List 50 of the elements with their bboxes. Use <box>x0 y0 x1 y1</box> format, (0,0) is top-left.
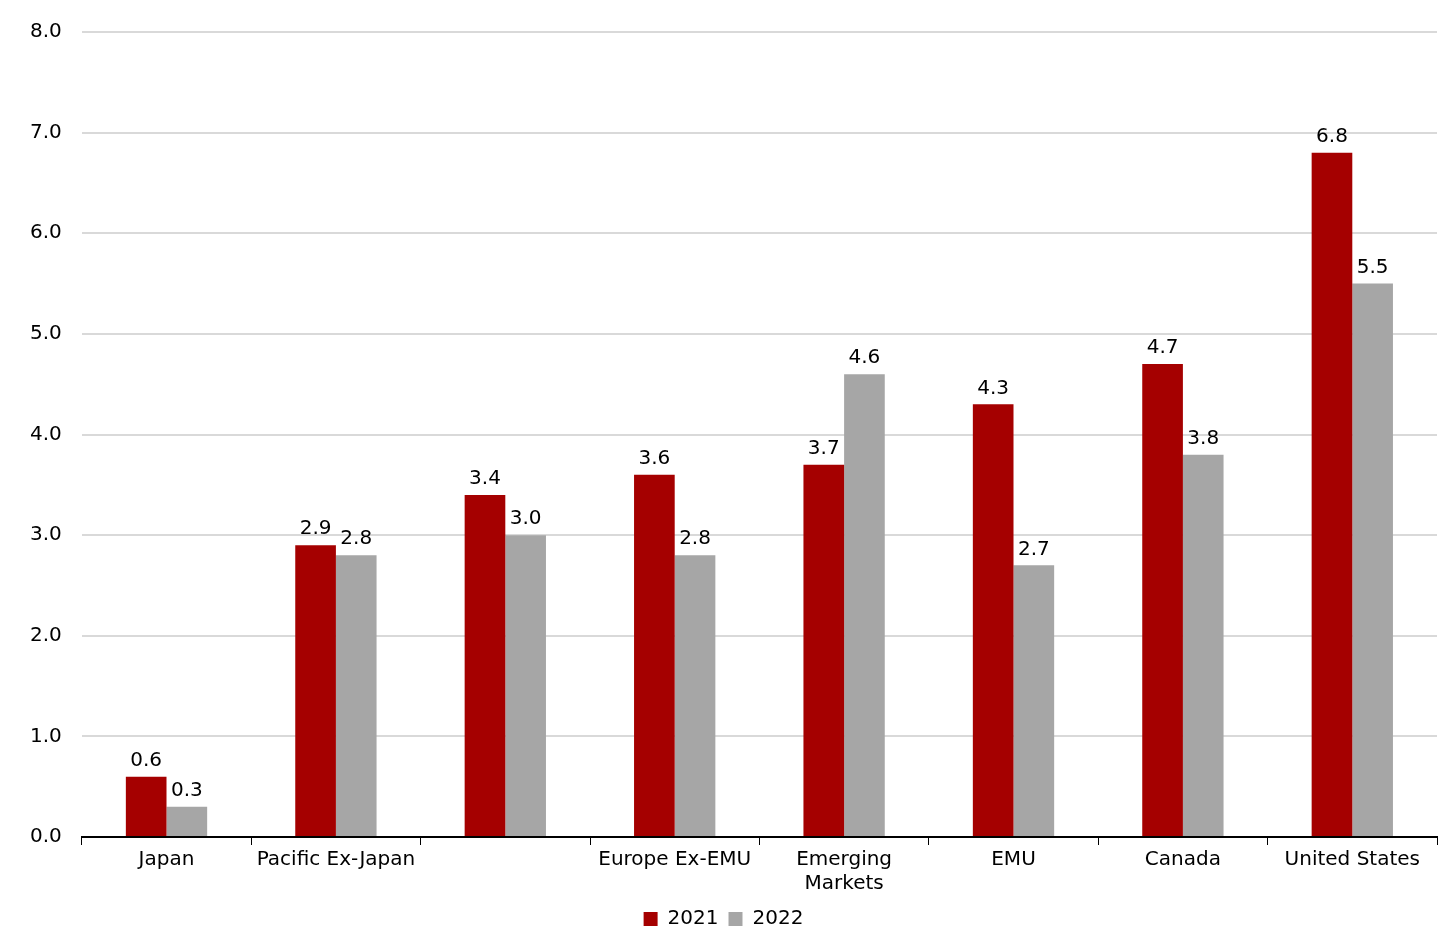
legend-label: 2021 <box>667 905 719 930</box>
data-label: 3.8 <box>1187 424 1220 449</box>
y-tick-label: 7.0 <box>29 118 62 143</box>
legend-label: 2022 <box>752 905 804 930</box>
x-tick-label: Pacific Ex-Japan <box>256 846 416 871</box>
data-label: 2.7 <box>1017 535 1050 560</box>
x-tick-label: Japan <box>136 846 195 871</box>
data-label: 4.7 <box>1146 334 1179 359</box>
data-label: 4.6 <box>848 344 881 369</box>
y-tick-label: 1.0 <box>29 722 62 747</box>
data-label: 3.7 <box>807 434 840 459</box>
data-label: 2.8 <box>679 525 711 550</box>
x-tick-label: Emerging Markets <box>796 846 893 895</box>
bar <box>505 535 546 836</box>
bar <box>674 555 716 836</box>
y-tick-label: 6.0 <box>29 219 62 244</box>
bar <box>803 464 845 836</box>
data-label: 2.9 <box>299 515 332 540</box>
bar <box>166 806 208 836</box>
x-tick-label: Canada <box>1144 846 1221 871</box>
bar <box>1352 283 1393 836</box>
data-label: 5.5 <box>1356 253 1389 278</box>
bar <box>464 494 506 836</box>
bar <box>125 776 167 836</box>
bar <box>1142 364 1183 836</box>
bar <box>1311 152 1353 836</box>
y-tick-label: 8.0 <box>29 18 62 43</box>
y-tick-label: 0.0 <box>29 823 62 848</box>
bar <box>335 555 377 836</box>
bar <box>1013 565 1055 836</box>
data-label: 4.3 <box>977 374 1010 399</box>
data-label: 6.8 <box>1316 122 1348 147</box>
bar <box>634 474 675 836</box>
y-tick-label: 5.0 <box>29 320 62 345</box>
bar <box>972 404 1014 836</box>
y-tick-label: 3.0 <box>29 521 62 546</box>
data-label: 3.4 <box>469 465 501 490</box>
x-tick-label: Europe Ex-EMU <box>598 846 752 871</box>
x-tick-label: EMU <box>991 846 1036 871</box>
bar <box>295 545 336 836</box>
y-tick-label: 2.0 <box>29 621 62 646</box>
data-label: 3.6 <box>638 444 671 469</box>
bar <box>1182 454 1224 836</box>
data-label: 2.8 <box>340 525 373 550</box>
data-label: 0.3 <box>170 777 203 802</box>
y-tick-label: 4.0 <box>29 420 62 445</box>
x-tick-label: United States <box>1284 846 1421 871</box>
bar <box>844 374 885 836</box>
data-label: 3.0 <box>509 505 542 530</box>
data-label: 0.6 <box>130 746 163 771</box>
